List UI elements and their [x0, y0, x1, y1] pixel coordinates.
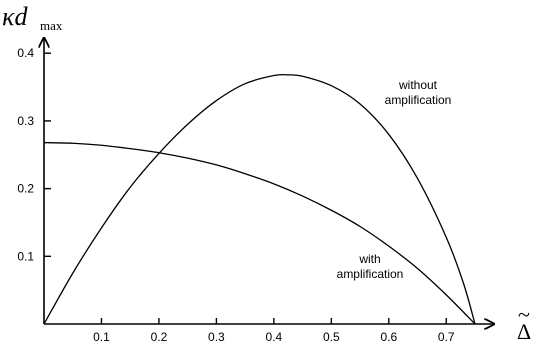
x-tick-label: 0.6	[380, 330, 397, 344]
y-ticks: 0.1 0.2 0.3 0.4	[17, 46, 51, 263]
y-tick-label: 0.3	[17, 114, 34, 128]
x-axis-label: Δ	[517, 319, 531, 344]
x-tick-label: 0.1	[93, 330, 110, 344]
annotation-with-line2: amplification	[337, 267, 404, 281]
x-tick-label: 0.5	[323, 330, 340, 344]
x-tick-label: 0.3	[208, 330, 225, 344]
y-tick-label: 0.4	[17, 46, 34, 60]
y-axis-label: κd	[2, 2, 28, 31]
x-axis-label-accent: ~	[518, 302, 530, 327]
series-layer	[43, 73, 476, 325]
x-tick-label: 0.4	[266, 330, 283, 344]
x-tick-label: 0.2	[151, 330, 168, 344]
y-tick-label: 0.1	[17, 249, 34, 263]
y-axis-label-subscript: max	[40, 18, 63, 33]
annotation-with-line1: with	[358, 252, 380, 266]
x-tick-label: 0.7	[438, 330, 455, 344]
x-ticks: 0.1 0.2 0.3 0.4 0.5 0.6 0.7	[93, 318, 455, 344]
curve-without-amplification	[43, 73, 476, 325]
annotation-without-line2: amplification	[385, 93, 452, 107]
annotation-without-line1: without	[398, 78, 438, 92]
curve-with-amplification	[43, 141, 476, 325]
y-tick-label: 0.2	[17, 182, 34, 196]
